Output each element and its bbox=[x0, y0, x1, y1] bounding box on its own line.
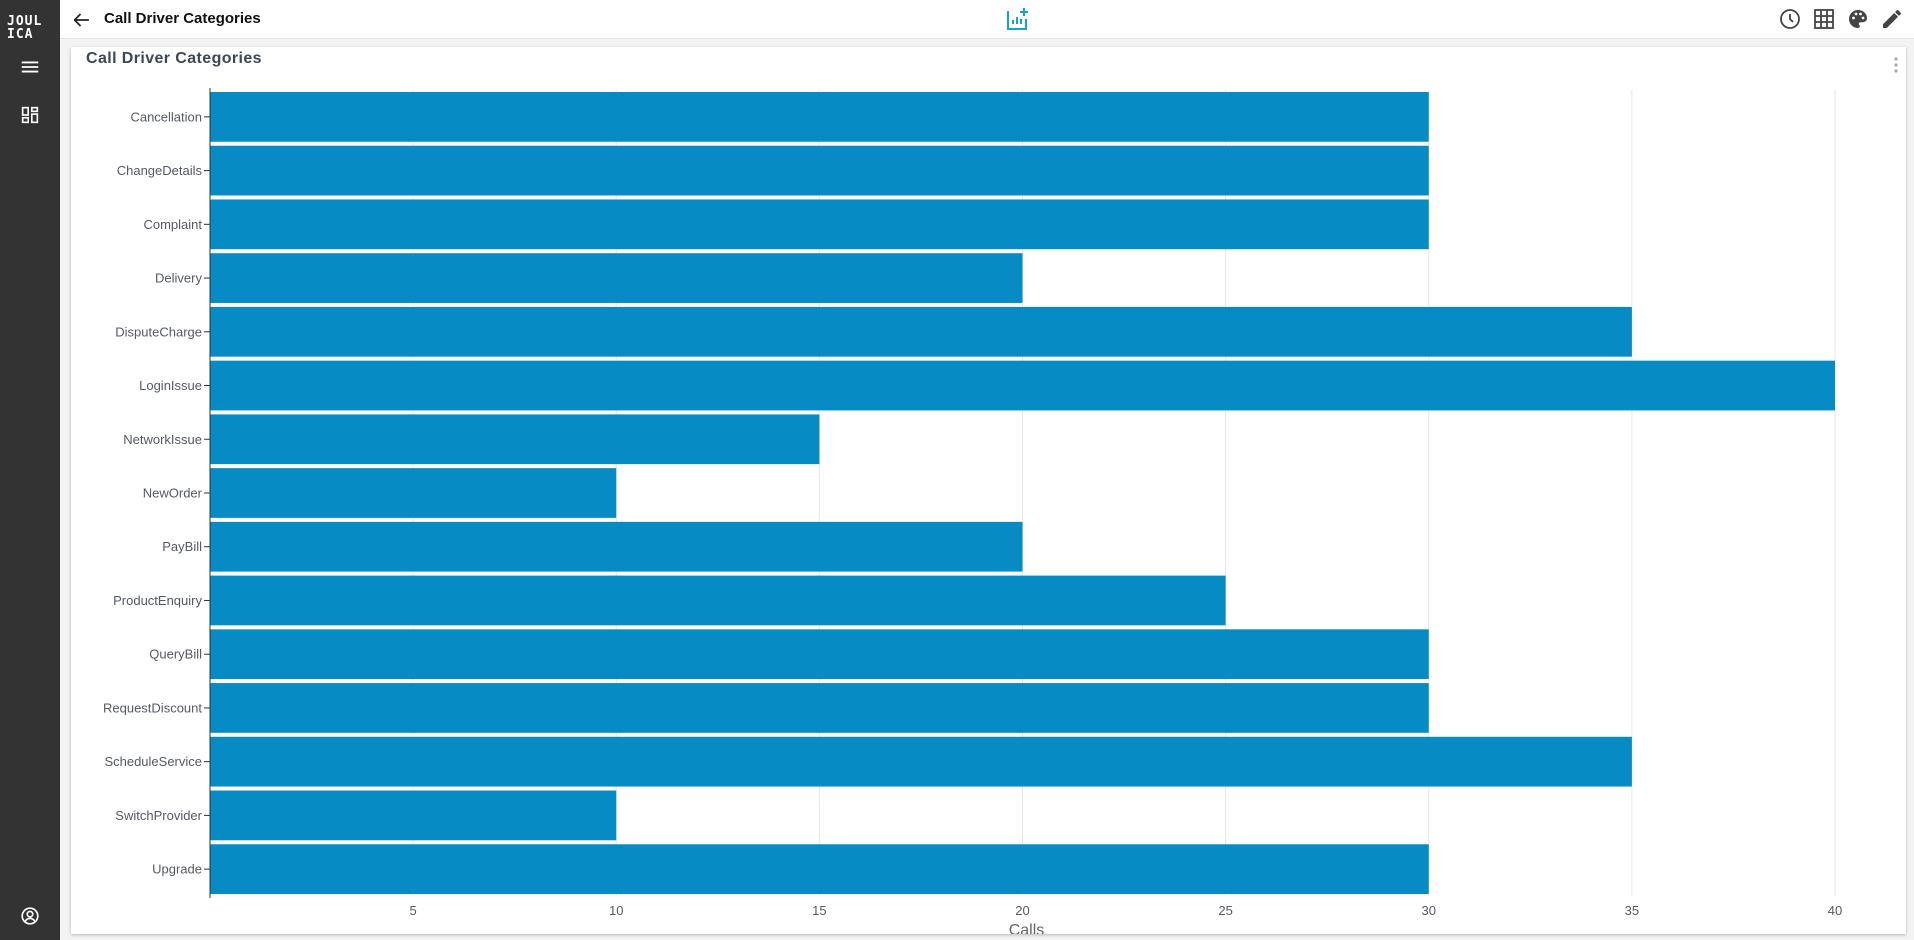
bar[interactable] bbox=[210, 199, 1429, 250]
palette-icon[interactable] bbox=[1846, 7, 1870, 31]
y-tick-label: ScheduleService bbox=[104, 754, 202, 769]
y-tick-label: Upgrade bbox=[152, 862, 202, 877]
y-tick-label: Delivery bbox=[155, 271, 202, 286]
bar[interactable] bbox=[210, 92, 1429, 142]
logo-line-1: JOUL bbox=[7, 14, 43, 29]
x-tick-label: 25 bbox=[1218, 903, 1232, 918]
y-tick-label: RequestDiscount bbox=[103, 700, 202, 715]
chart-card-title: Call Driver Categories bbox=[86, 50, 262, 67]
bar[interactable] bbox=[210, 360, 1835, 411]
bar[interactable] bbox=[210, 521, 1023, 572]
bar[interactable] bbox=[210, 253, 1023, 303]
bar[interactable] bbox=[210, 575, 1226, 626]
y-tick-label: ChangeDetails bbox=[117, 163, 203, 178]
bar[interactable] bbox=[210, 468, 617, 518]
top-bar: Call Driver Categories bbox=[60, 0, 1914, 39]
y-tick-label: NetworkIssue bbox=[123, 432, 202, 447]
dashboard-icon[interactable] bbox=[19, 104, 41, 126]
more-vert-icon[interactable] bbox=[1886, 53, 1906, 77]
bar[interactable] bbox=[210, 629, 1429, 680]
bar[interactable] bbox=[210, 414, 820, 465]
user-account-icon[interactable] bbox=[19, 905, 41, 927]
toolbar-right bbox=[1778, 7, 1904, 31]
bar[interactable] bbox=[210, 736, 1632, 787]
add-chart-icon[interactable] bbox=[1004, 5, 1032, 33]
y-tick-label: Cancellation bbox=[130, 109, 202, 124]
x-tick-label: 10 bbox=[609, 903, 623, 918]
bar-chart: Cancellation ChangeDetails Complaint Delive… bbox=[103, 88, 1842, 934]
x-tick-label: 15 bbox=[812, 903, 826, 918]
app-logo[interactable]: JOUL ICA bbox=[7, 15, 53, 41]
x-tick-label: 30 bbox=[1422, 903, 1436, 918]
y-tick-label: LoginIssue bbox=[139, 378, 202, 393]
x-tick-label: 20 bbox=[1015, 903, 1029, 918]
y-tick-label: PayBill bbox=[162, 539, 202, 554]
y-tick-label: QueryBill bbox=[149, 647, 202, 662]
logo-line-2: ICA bbox=[7, 27, 34, 42]
x-tick-label: 40 bbox=[1828, 903, 1842, 918]
bar[interactable] bbox=[210, 844, 1429, 894]
chart-card: Call Driver Categories Cancellation Chang… bbox=[71, 47, 1906, 934]
bar[interactable] bbox=[210, 683, 1429, 733]
back-arrow-icon[interactable] bbox=[70, 9, 92, 31]
history-icon[interactable] bbox=[1778, 7, 1802, 31]
bar[interactable] bbox=[210, 306, 1632, 357]
page-title: Call Driver Categories bbox=[104, 10, 261, 27]
sidebar: JOUL ICA bbox=[0, 0, 60, 940]
y-tick-label: SwitchProvider bbox=[115, 808, 202, 823]
bar[interactable] bbox=[210, 145, 1429, 196]
y-tick-label: NewOrder bbox=[143, 486, 203, 501]
edit-icon[interactable] bbox=[1880, 7, 1904, 31]
y-tick-label: Complaint bbox=[143, 217, 202, 232]
y-tick-label: DisputeCharge bbox=[115, 324, 202, 339]
x-tick-label: 5 bbox=[410, 903, 417, 918]
table-icon[interactable] bbox=[1812, 7, 1836, 31]
x-tick-label: 35 bbox=[1625, 903, 1639, 918]
x-axis-title: Calls bbox=[1009, 922, 1045, 934]
menu-icon[interactable] bbox=[19, 56, 41, 78]
bar[interactable] bbox=[210, 790, 617, 841]
y-tick-label: ProductEnquiry bbox=[113, 593, 202, 608]
